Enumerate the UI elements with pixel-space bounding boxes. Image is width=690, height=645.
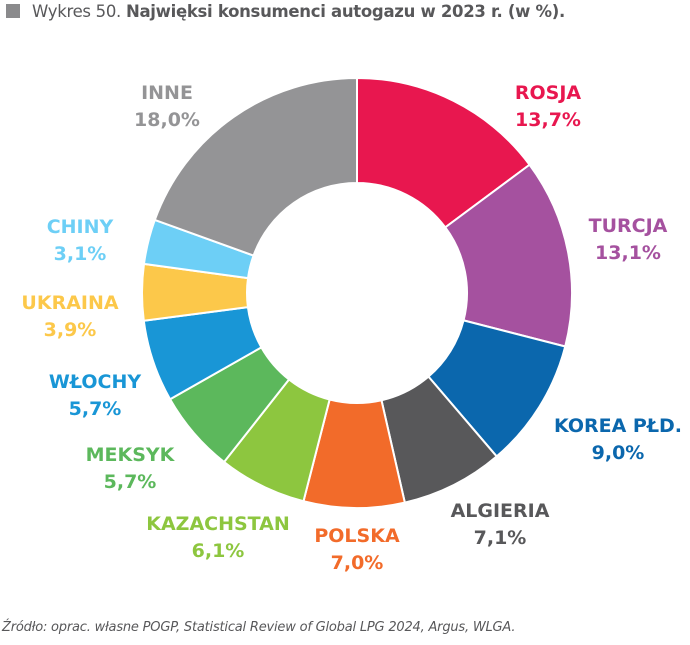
- slice-label: CHINY 3,1%: [47, 214, 114, 268]
- slice-label: WŁOCHY 5,7%: [49, 369, 141, 423]
- slice-label: ROSJA 13,7%: [515, 80, 581, 134]
- slice-label: UKRAINA 3,9%: [21, 290, 118, 344]
- slice-label: MEKSYK 5,7%: [86, 442, 175, 496]
- slice-label: KAZACHSTAN 6,1%: [146, 511, 290, 565]
- slice-rosja: [356, 76, 531, 229]
- slice-inne: [153, 76, 358, 257]
- slice-label-value: 7,1%: [473, 527, 527, 549]
- slice-label-name: WŁOCHY: [48, 371, 142, 393]
- slice-label-value: 6,1%: [191, 540, 245, 562]
- slice-label: POLSKA 7,0%: [314, 523, 399, 577]
- slice-label-name: TURCJA: [588, 215, 668, 237]
- slice-label-value: 3,1%: [53, 243, 107, 265]
- slice-label-value: 5,7%: [103, 471, 157, 493]
- slice-label: ALGIERIA 7,1%: [451, 498, 550, 552]
- slice-label-name: CHINY: [46, 216, 114, 238]
- slice-label: TURCJA 13,1%: [589, 213, 668, 267]
- slice-label: INNE 18,0%: [134, 80, 200, 134]
- slice-label-name: MEKSYK: [85, 444, 175, 466]
- slice-label-value: 5,7%: [68, 398, 122, 420]
- slice-label-value: 3,9%: [43, 319, 97, 341]
- slice-label-value: 13,7%: [515, 109, 581, 131]
- slice-label-name: KAZACHSTAN: [146, 513, 290, 535]
- slice-label-value: 7,0%: [330, 552, 384, 574]
- slice-label-name: INNE: [141, 82, 193, 104]
- slice-label-name: POLSKA: [314, 525, 400, 547]
- slice-label-name: UKRAINA: [21, 292, 119, 314]
- slice-label-value: 9,0%: [591, 442, 645, 464]
- title-text: Najwięksi konsumenci autogazu w 2023 r. …: [125, 2, 565, 21]
- title-prefix: Wykres 50.: [32, 2, 121, 21]
- slice-label: KOREA PŁD. 9,0%: [554, 413, 682, 467]
- slice-label-name: ALGIERIA: [450, 500, 550, 522]
- chart-title: Wykres 50. Najwięksi konsumenci autogazu…: [6, 2, 565, 21]
- slice-label-value: 13,1%: [595, 242, 661, 264]
- source-note: Źródło: oprac. własne POGP, Statistical …: [2, 620, 516, 635]
- title-square-icon: [6, 4, 20, 18]
- slice-label-name: ROSJA: [514, 82, 582, 104]
- slice-label-name: KOREA PŁD.: [553, 415, 683, 437]
- slice-label-value: 18,0%: [134, 109, 200, 131]
